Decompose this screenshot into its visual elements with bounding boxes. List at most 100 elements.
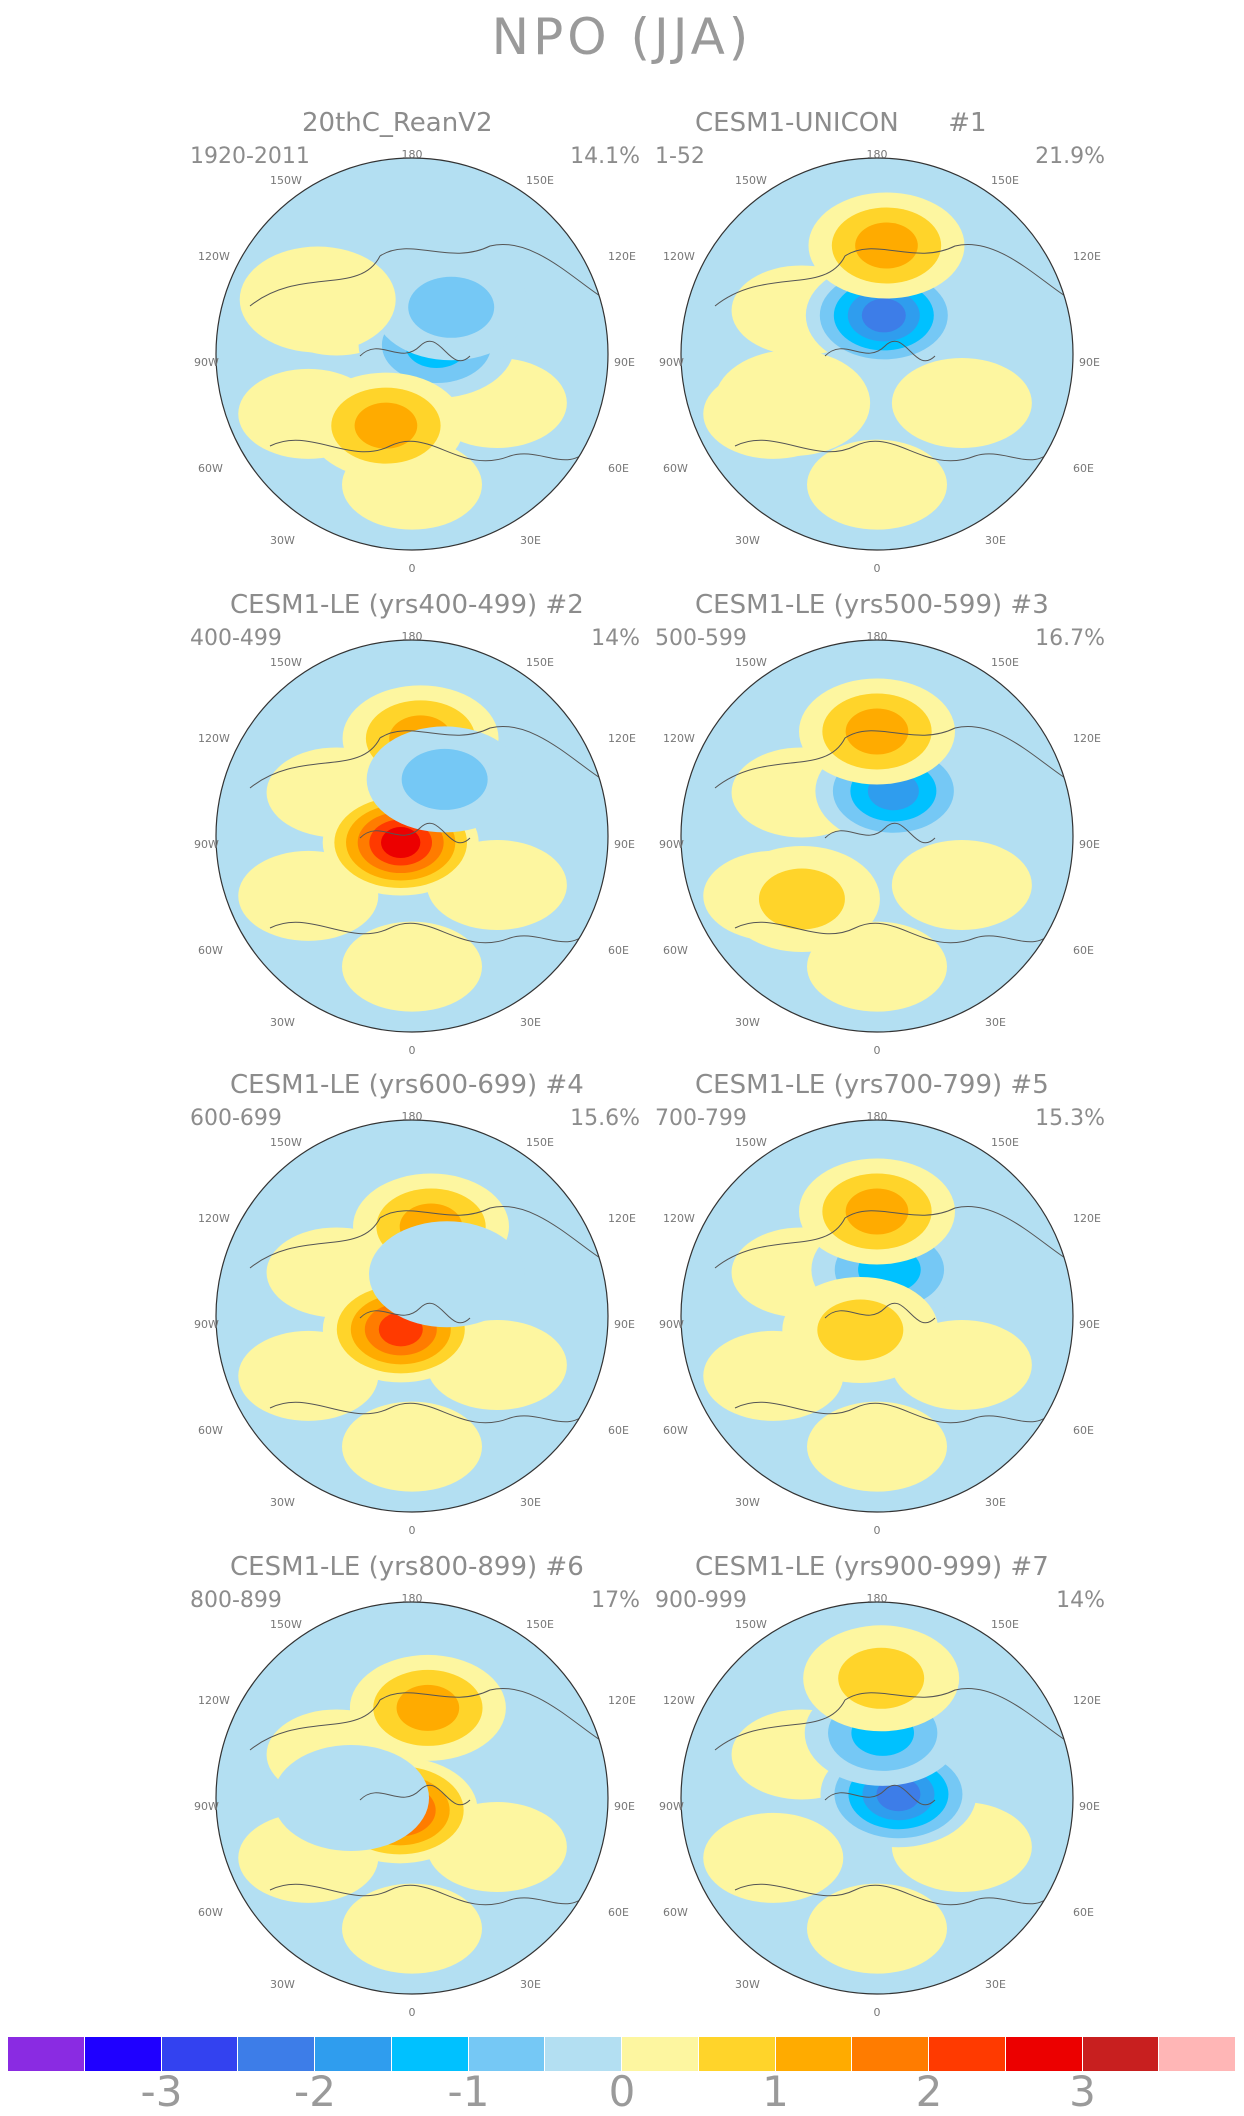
longitude-label: 120E <box>1073 250 1101 263</box>
longitude-label: 120W <box>663 1212 695 1225</box>
map-panel: CESM1-LE (yrs900-999) #7 900-999 14% 180 150… <box>655 1552 1125 2032</box>
map-panel: CESM1-LE (yrs600-699) #4 600-699 15.6% 180 1… <box>190 1070 660 1550</box>
colorbar-tick-label: -1 <box>447 2067 490 2116</box>
panel-variance-percent: 15.3% <box>1035 1106 1105 1131</box>
longitude-label: 120E <box>608 1212 636 1225</box>
longitude-label: 60W <box>198 944 223 957</box>
longitude-label: 30E <box>520 1978 541 1991</box>
longitude-label: 150W <box>735 174 767 187</box>
polar-map: 180 150W 150E 120W 120E 90W 90E 60W 60E 30W 30E 0 <box>659 1592 1101 2019</box>
anomaly-center-negative <box>861 298 906 333</box>
map-panel: CESM1-LE (yrs700-799) #5 700-799 15.3% 180 1… <box>655 1070 1125 1550</box>
longitude-label: 150E <box>526 1136 554 1149</box>
longitude-label: 180 <box>402 148 423 161</box>
panel-variance-percent: 14.1% <box>570 144 640 169</box>
panel-period: 1-52 <box>655 144 705 169</box>
longitude-label: 0 <box>874 1524 881 1537</box>
panel-period: 400-499 <box>190 626 282 651</box>
anomaly-region-positive <box>891 840 1032 930</box>
longitude-label: 120W <box>198 732 230 745</box>
longitude-label: 60W <box>198 1906 223 1919</box>
map-panel: CESM1-LE (yrs500-599) #3 500-599 16.7% 180 1… <box>655 590 1125 1070</box>
longitude-label: 0 <box>409 1044 416 1057</box>
longitude-label: 150E <box>991 1618 1019 1631</box>
panel-title: 20thC_ReanV2 <box>302 108 493 138</box>
longitude-label: 60W <box>663 944 688 957</box>
panel-variance-percent: 16.7% <box>1035 626 1105 651</box>
longitude-label: 120W <box>198 250 230 263</box>
longitude-label: 90E <box>1079 1800 1100 1813</box>
coastline <box>714 1206 1066 1424</box>
map-boundary <box>680 157 1074 551</box>
coastline <box>714 1688 1066 1906</box>
panel-variance-percent: 14% <box>1056 1588 1105 1613</box>
longitude-label: 120E <box>1073 1694 1101 1707</box>
longitude-label: 90E <box>614 1318 635 1331</box>
longitude-label: 60W <box>663 1906 688 1919</box>
anomaly-center-positive <box>239 246 396 353</box>
anomaly-center-positive <box>817 1299 904 1361</box>
panel-variance-percent: 14% <box>591 626 640 651</box>
map-panel: CESM1-LE (yrs400-499) #2 400-499 14% 180 150… <box>190 590 660 1070</box>
longitude-label: 60W <box>198 1424 223 1437</box>
panel-period: 800-899 <box>190 1588 282 1613</box>
longitude-label: 120W <box>663 1694 695 1707</box>
polar-map: 180 150W 150E 120W 120E 90W 90E 60W 60E 30W 30E 0 <box>194 148 636 575</box>
anomaly-region-positive <box>342 1883 482 1974</box>
longitude-label: 30E <box>520 1016 541 1029</box>
longitude-label: 60E <box>608 1424 629 1437</box>
coastline <box>249 726 601 944</box>
longitude-label: 150W <box>270 656 302 669</box>
longitude-label: 90W <box>194 356 219 369</box>
map-boundary <box>680 1601 1074 1995</box>
colorbar-swatch <box>315 2037 392 2071</box>
polar-map: 180 150W 150E 120W 120E 90W 90E 60W 60E 30W 30E 0 <box>194 1592 636 2019</box>
coastline <box>249 1206 601 1424</box>
anomaly-center-negative <box>273 1745 430 1851</box>
anomaly-region-positive <box>807 1401 947 1492</box>
longitude-label: 90E <box>614 838 635 851</box>
colorbar-tick-label: 3 <box>1069 2067 1096 2116</box>
longitude-label: 180 <box>867 1110 888 1123</box>
anomaly-center-positive <box>714 350 871 456</box>
longitude-label: 60E <box>1073 1906 1094 1919</box>
longitude-label: 30E <box>985 1978 1006 1991</box>
panel-period: 500-599 <box>655 626 747 651</box>
polar-map: 180 150W 150E 120W 120E 90W 90E 60W 60E 30W 30E 0 <box>659 148 1101 575</box>
anomaly-region-positive <box>807 1883 947 1974</box>
longitude-label: 30W <box>735 534 760 547</box>
anomaly-region-positive <box>703 1812 844 1903</box>
longitude-label: 150W <box>735 1136 767 1149</box>
coastline <box>714 726 1066 944</box>
colorbar-swatch <box>698 2037 776 2071</box>
longitude-label: 150E <box>526 174 554 187</box>
anomaly-center-positive <box>758 868 845 930</box>
longitude-label: 90W <box>659 1800 684 1813</box>
longitude-label: 60E <box>608 462 629 475</box>
colorbar-swatch <box>468 2037 546 2071</box>
longitude-label: 120W <box>198 1694 230 1707</box>
longitude-label: 90W <box>194 838 219 851</box>
anomaly-center-positive <box>396 1684 460 1731</box>
longitude-label: 150W <box>270 1136 302 1149</box>
longitude-label: 150W <box>735 1618 767 1631</box>
longitude-label: 60E <box>608 944 629 957</box>
longitude-label: 90W <box>659 838 684 851</box>
colorbar-swatch <box>622 2037 699 2071</box>
longitude-label: 30E <box>985 1016 1006 1029</box>
longitude-label: 120W <box>198 1212 230 1225</box>
panel-variance-percent: 21.9% <box>1035 144 1105 169</box>
panel-title: CESM1-LE (yrs700-799) #5 <box>695 1070 1049 1100</box>
longitude-label: 90E <box>1079 356 1100 369</box>
anomaly-region-positive <box>342 1401 482 1492</box>
longitude-label: 0 <box>409 1524 416 1537</box>
map-panel: CESM1-LE (yrs800-899) #6 800-899 17% 180 150… <box>190 1552 660 2032</box>
anomaly-center-positive <box>838 1647 925 1709</box>
panel-variance-percent: 17% <box>591 1588 640 1613</box>
longitude-label: 60W <box>663 462 688 475</box>
anomaly-region-positive <box>891 358 1032 448</box>
polar-map: 180 150W 150E 120W 120E 90W 90E 60W 60E 30W 30E 0 <box>659 630 1101 1057</box>
panel-period: 600-699 <box>190 1106 282 1131</box>
colorbar-swatch <box>238 2037 315 2071</box>
anomaly-center-positive <box>354 402 418 449</box>
